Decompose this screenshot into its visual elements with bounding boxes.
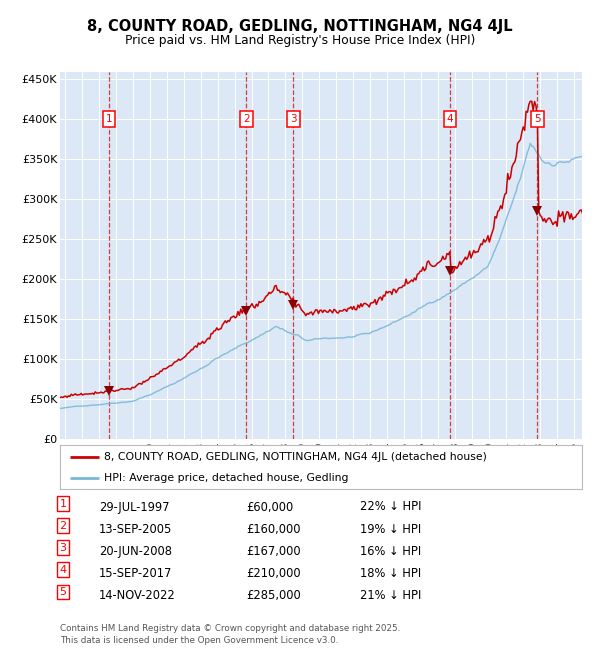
Text: 16% ↓ HPI: 16% ↓ HPI xyxy=(360,545,421,558)
Text: £285,000: £285,000 xyxy=(246,589,301,602)
Text: 2: 2 xyxy=(243,114,250,124)
Text: 1: 1 xyxy=(59,499,67,508)
Text: 4: 4 xyxy=(59,565,67,575)
Text: £60,000: £60,000 xyxy=(246,500,293,514)
Text: 13-SEP-2005: 13-SEP-2005 xyxy=(99,523,172,536)
Text: 3: 3 xyxy=(59,543,67,552)
Text: £210,000: £210,000 xyxy=(246,567,301,580)
Text: 1: 1 xyxy=(106,114,112,124)
Text: 15-SEP-2017: 15-SEP-2017 xyxy=(99,567,172,580)
Text: 5: 5 xyxy=(534,114,541,124)
Text: 14-NOV-2022: 14-NOV-2022 xyxy=(99,589,176,602)
Text: HPI: Average price, detached house, Gedling: HPI: Average price, detached house, Gedl… xyxy=(104,473,349,483)
Text: 19% ↓ HPI: 19% ↓ HPI xyxy=(360,523,421,536)
Text: 4: 4 xyxy=(446,114,453,124)
Text: 2: 2 xyxy=(59,521,67,530)
Text: 21% ↓ HPI: 21% ↓ HPI xyxy=(360,589,421,602)
Text: 20-JUN-2008: 20-JUN-2008 xyxy=(99,545,172,558)
Text: 3: 3 xyxy=(290,114,296,124)
Text: 8, COUNTY ROAD, GEDLING, NOTTINGHAM, NG4 4JL: 8, COUNTY ROAD, GEDLING, NOTTINGHAM, NG4… xyxy=(87,20,513,34)
Text: 5: 5 xyxy=(59,587,67,597)
Text: £167,000: £167,000 xyxy=(246,545,301,558)
Text: 8, COUNTY ROAD, GEDLING, NOTTINGHAM, NG4 4JL (detached house): 8, COUNTY ROAD, GEDLING, NOTTINGHAM, NG4… xyxy=(104,452,487,461)
Text: 29-JUL-1997: 29-JUL-1997 xyxy=(99,500,170,514)
Text: 22% ↓ HPI: 22% ↓ HPI xyxy=(360,500,421,514)
Text: 18% ↓ HPI: 18% ↓ HPI xyxy=(360,567,421,580)
Text: Price paid vs. HM Land Registry's House Price Index (HPI): Price paid vs. HM Land Registry's House … xyxy=(125,34,475,47)
Text: Contains HM Land Registry data © Crown copyright and database right 2025.
This d: Contains HM Land Registry data © Crown c… xyxy=(60,624,400,645)
Text: £160,000: £160,000 xyxy=(246,523,301,536)
